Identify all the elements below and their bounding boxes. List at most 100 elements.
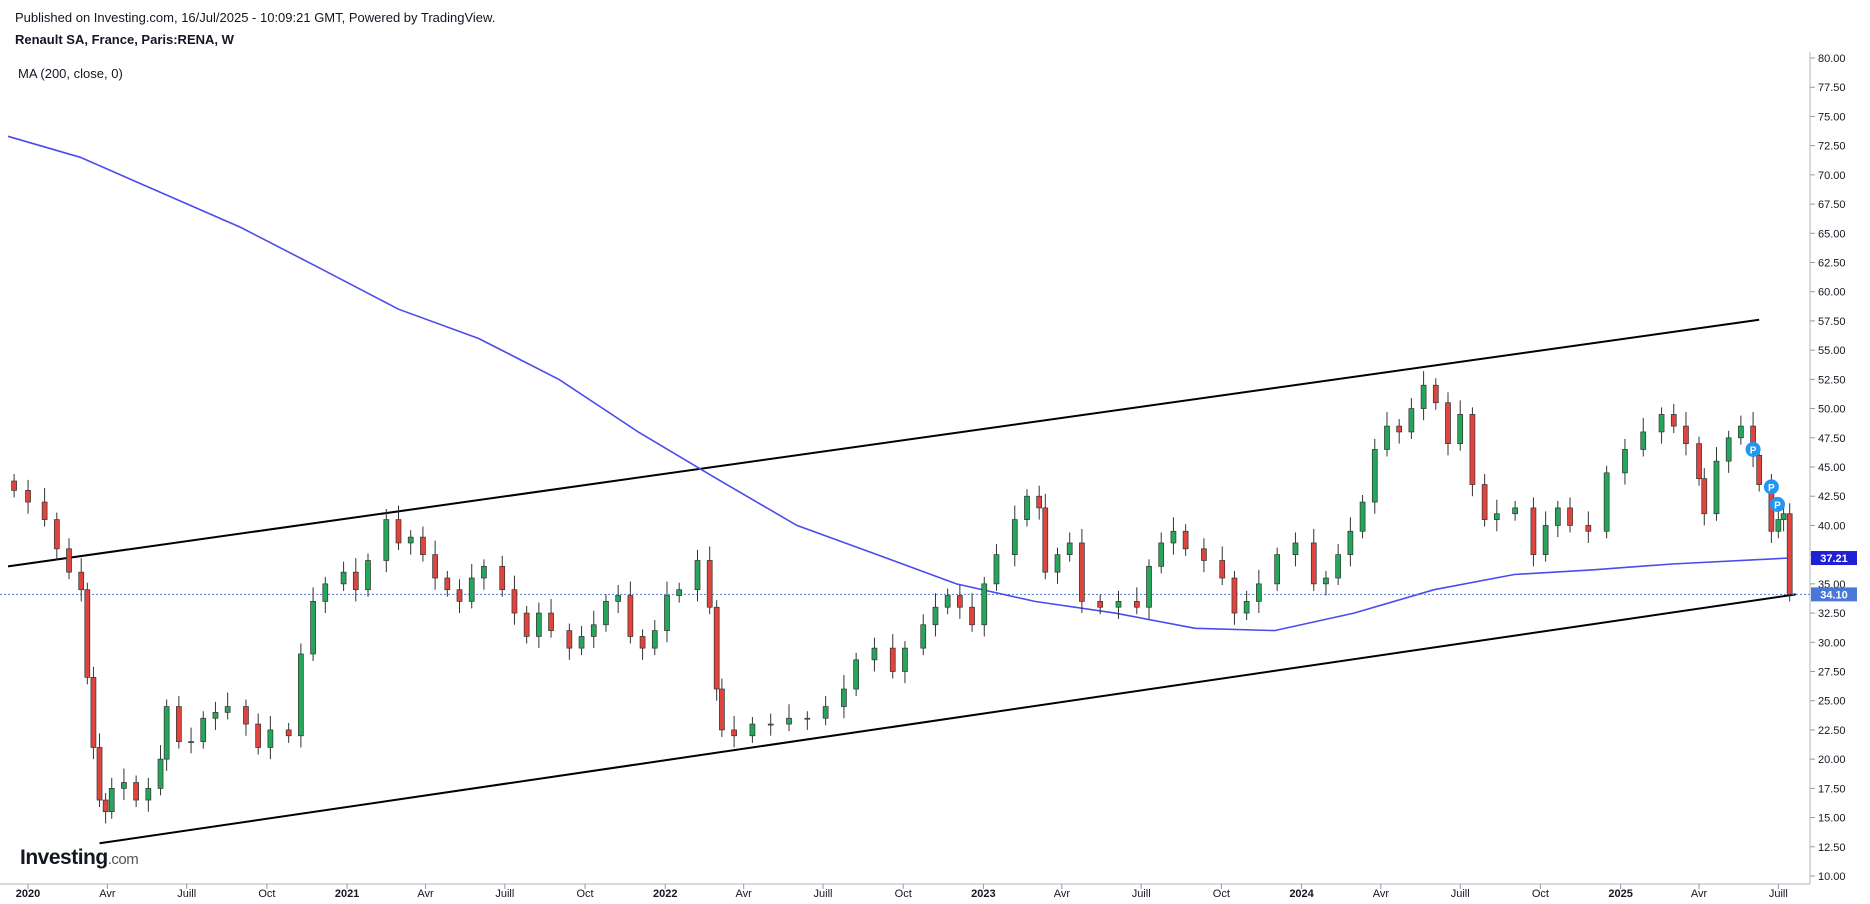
candle-body — [1133, 601, 1140, 608]
candle-body — [285, 729, 292, 737]
x-tick-label: Oct — [1213, 888, 1230, 900]
candle-body — [603, 601, 609, 626]
candle-body — [1323, 577, 1329, 585]
candle-body — [871, 647, 878, 661]
candle-body — [1585, 525, 1592, 532]
y-tick-label: 17.50 — [1818, 783, 1846, 795]
candle-body — [1097, 601, 1104, 608]
x-tick-label: 2022 — [653, 888, 677, 900]
candle-body — [749, 723, 756, 737]
candle-body — [1310, 542, 1317, 585]
ma-200-line — [7, 135, 1790, 632]
candle-body — [352, 571, 359, 591]
price-label-last-bg — [1811, 587, 1857, 602]
event-marker — [1763, 479, 1779, 495]
y-tick-label: 10.00 — [1818, 871, 1846, 883]
y-tick-label: 55.00 — [1818, 345, 1846, 357]
candle-body — [1683, 425, 1689, 444]
trendline-upper — [7, 318, 1760, 568]
price-label-ma-bg — [1811, 551, 1857, 566]
candle-body — [1170, 530, 1177, 544]
candle-body — [1738, 425, 1744, 439]
x-tick-label: 2023 — [971, 888, 995, 900]
price-label-last: 34.10 — [1820, 589, 1848, 601]
y-tick-label: 12.50 — [1818, 842, 1846, 854]
y-tick-label: 67.50 — [1818, 199, 1846, 211]
candle-body — [78, 571, 85, 591]
candle-body — [407, 536, 414, 544]
candle-body — [267, 729, 274, 748]
candle-body — [1347, 530, 1354, 555]
candle-body — [1182, 530, 1189, 550]
candle-body — [444, 577, 451, 591]
candle-body — [578, 636, 585, 649]
y-tick-label: 62.50 — [1818, 258, 1846, 270]
candle-body — [468, 577, 475, 602]
candle-body — [1146, 565, 1152, 608]
candle-body — [1011, 519, 1018, 555]
x-tick-label: Juill — [177, 888, 196, 900]
y-tick-label: 65.00 — [1818, 228, 1846, 240]
candle-body — [481, 565, 487, 579]
x-tick-label: Oct — [258, 888, 275, 900]
candle-body — [1274, 554, 1281, 585]
y-tick-label: 32.50 — [1818, 608, 1846, 620]
investing-logo: Investing.com — [20, 846, 139, 869]
y-tick-label: 40.00 — [1818, 520, 1846, 532]
y-tick-label: 45.00 — [1818, 462, 1846, 474]
y-tick-label: 30.00 — [1818, 637, 1846, 649]
candle-body — [1603, 472, 1610, 532]
candle-body — [713, 606, 720, 690]
candle-body — [212, 712, 219, 719]
candle-body — [383, 519, 390, 561]
x-tick-label: 2021 — [335, 888, 359, 900]
x-tick-label: Avr — [417, 888, 434, 900]
x-tick-label: Avr — [1691, 888, 1708, 900]
y-tick-label: 20.00 — [1818, 754, 1846, 766]
candle-body — [786, 717, 792, 725]
candle-body — [66, 548, 72, 573]
candle-body — [121, 782, 127, 789]
candle-body — [1756, 454, 1763, 485]
candle-body — [767, 723, 774, 726]
y-tick-label: 77.50 — [1818, 82, 1846, 94]
candle-body — [969, 606, 975, 626]
trendline-lower — [99, 593, 1796, 845]
candle-body — [1219, 560, 1226, 579]
y-tick-label: 25.00 — [1818, 696, 1846, 708]
candle-body — [676, 589, 683, 596]
candle-body — [1780, 513, 1787, 520]
candle-body — [310, 601, 316, 655]
event-marker — [1745, 441, 1761, 457]
candle-body — [96, 747, 103, 801]
candle-body — [133, 782, 139, 801]
candle-body — [1530, 507, 1537, 555]
candle-body — [1231, 577, 1238, 614]
x-tick-label: Juill — [1451, 888, 1470, 900]
published-note: Published on Investing.com, 16/Jul/2025 … — [15, 10, 496, 25]
x-tick-label: Avr — [99, 888, 116, 900]
candle-body — [1554, 507, 1561, 526]
candle-body — [1658, 414, 1665, 433]
candle-body — [84, 589, 91, 678]
x-tick-label: Avr — [1373, 888, 1390, 900]
candle-body — [511, 589, 518, 614]
candle-body — [1024, 495, 1030, 520]
candle-body — [535, 612, 542, 637]
candle-body — [932, 606, 939, 626]
candle-body — [1255, 583, 1262, 602]
candle-body — [694, 560, 701, 591]
y-tick-label: 72.50 — [1818, 141, 1846, 153]
candle-body — [719, 688, 725, 731]
y-tick-label: 15.00 — [1818, 813, 1846, 825]
event-marker — [1769, 496, 1785, 512]
candle-body — [243, 706, 249, 725]
candle-body — [944, 595, 951, 608]
x-tick-label: Avr — [1054, 888, 1071, 900]
candle-body — [1696, 443, 1702, 480]
candle-body — [1201, 548, 1207, 561]
ma-indicator-legend[interactable]: MA (200, close, 0) — [18, 66, 123, 81]
x-tick-label: Juill — [814, 888, 833, 900]
candle-body — [639, 636, 646, 649]
